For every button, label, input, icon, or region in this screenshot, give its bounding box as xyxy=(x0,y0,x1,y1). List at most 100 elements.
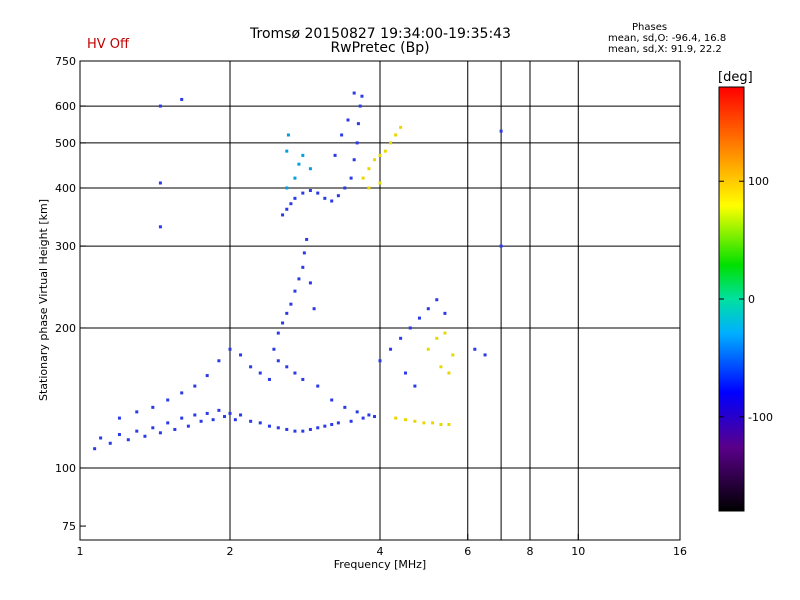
data-point xyxy=(352,91,356,95)
data-point xyxy=(316,426,320,430)
data-point xyxy=(355,410,359,414)
data-point xyxy=(340,133,344,137)
data-point xyxy=(483,353,487,357)
data-point xyxy=(297,277,301,281)
data-point xyxy=(211,418,215,422)
data-point xyxy=(422,421,426,425)
data-point xyxy=(367,167,371,171)
data-point xyxy=(199,419,203,423)
data-point xyxy=(276,331,280,335)
data-point xyxy=(239,413,243,417)
data-point xyxy=(361,416,365,420)
data-point xyxy=(293,289,297,293)
data-point xyxy=(408,326,412,330)
data-point xyxy=(249,365,253,369)
data-point xyxy=(180,416,184,420)
data-point xyxy=(349,176,353,180)
hv-status-label: HV Off xyxy=(87,37,129,52)
phases-o-stats: mean, sd,O: -96.4, 16.8 xyxy=(608,33,727,44)
data-point xyxy=(394,416,398,420)
data-point xyxy=(285,365,289,369)
data-point xyxy=(389,141,393,145)
data-point xyxy=(435,336,439,340)
y-tick-label: 100 xyxy=(55,462,76,475)
data-point xyxy=(289,302,293,306)
data-point xyxy=(443,311,447,315)
data-point xyxy=(193,384,197,388)
data-point xyxy=(308,189,312,193)
data-point xyxy=(249,419,253,423)
data-point xyxy=(399,125,403,129)
data-point xyxy=(285,311,289,315)
data-point xyxy=(93,447,97,451)
data-point xyxy=(158,181,162,185)
data-point xyxy=(373,415,377,419)
x-tick-label: 8 xyxy=(527,545,534,558)
data-point xyxy=(447,423,451,427)
data-point xyxy=(367,413,371,417)
y-tick-label: 400 xyxy=(55,182,76,195)
data-point xyxy=(373,158,377,162)
data-point xyxy=(330,199,334,203)
x-axis-label: Frequency [MHz] xyxy=(334,558,426,571)
data-point xyxy=(435,298,439,302)
scatter-points xyxy=(93,91,503,451)
data-point xyxy=(233,418,237,422)
data-point xyxy=(135,410,139,414)
data-point xyxy=(378,359,382,363)
data-point xyxy=(323,424,327,428)
data-point xyxy=(117,416,121,420)
data-point xyxy=(217,359,221,363)
data-point xyxy=(223,415,227,419)
data-point xyxy=(293,429,297,433)
data-point xyxy=(276,426,280,430)
data-point xyxy=(217,408,221,412)
data-point xyxy=(193,413,197,417)
data-point xyxy=(143,434,147,438)
y-tick-label: 750 xyxy=(55,55,76,68)
data-point xyxy=(394,133,398,137)
phases-x-stats: mean, sd,X: 91.9, 22.2 xyxy=(608,44,722,55)
data-point xyxy=(285,149,289,153)
data-point xyxy=(258,371,262,375)
data-point xyxy=(293,196,297,200)
data-point xyxy=(443,331,447,335)
data-point xyxy=(228,411,232,415)
data-point xyxy=(473,347,477,351)
data-point xyxy=(205,374,209,378)
data-point xyxy=(333,153,337,157)
data-point xyxy=(281,213,285,217)
data-point xyxy=(439,365,443,369)
data-point xyxy=(228,347,232,351)
data-point xyxy=(308,427,312,431)
data-point xyxy=(389,347,393,351)
data-point xyxy=(301,265,305,269)
data-point xyxy=(399,336,403,340)
data-point xyxy=(267,424,271,428)
data-point xyxy=(316,384,320,388)
data-point xyxy=(272,347,276,351)
y-tick-label: 75 xyxy=(62,520,76,533)
data-point xyxy=(301,191,305,195)
data-point xyxy=(343,405,347,409)
data-point xyxy=(403,371,407,375)
x-tick-label: 6 xyxy=(464,545,471,558)
data-point xyxy=(378,181,382,185)
data-point xyxy=(158,225,162,229)
data-point xyxy=(349,419,353,423)
data-point xyxy=(285,207,289,211)
colorbar-tick-label: 0 xyxy=(748,293,755,306)
x-tick-label: 1 xyxy=(77,545,84,558)
data-point xyxy=(343,186,347,190)
data-point xyxy=(358,104,362,108)
data-point xyxy=(166,398,170,402)
chart-title: Tromsø 20150827 19:34:00-19:35:43 xyxy=(250,26,511,42)
x-tick-label: 16 xyxy=(673,545,687,558)
data-point xyxy=(286,133,290,137)
colorbar-ticks: 100 0 -100 xyxy=(719,175,773,424)
data-point xyxy=(323,196,327,200)
data-point xyxy=(352,158,356,162)
data-point xyxy=(305,237,309,241)
data-point xyxy=(297,162,301,166)
